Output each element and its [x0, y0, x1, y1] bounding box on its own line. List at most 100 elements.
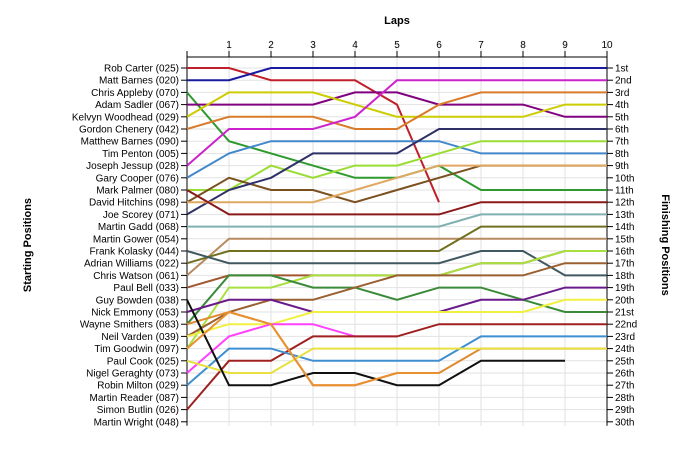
- starting-driver-label: Joe Scorey (071): [103, 210, 179, 221]
- lap-tick-label: 4: [352, 40, 358, 51]
- starting-driver-label: Chris Watson (061): [93, 271, 179, 282]
- driver-series-line: [186, 274, 607, 325]
- finishing-position-label: 17th: [615, 259, 634, 270]
- starting-driver-label: Martin Wright (048): [94, 417, 179, 428]
- x-axis-title: Laps: [384, 15, 410, 27]
- driver-series-line: [187, 91, 607, 118]
- finishing-position-label: 10th: [615, 173, 634, 184]
- label-layer: 1 2 3 4 5 6 7 8 9 10 Rob Carter (025)Matt Barnes (…: [72, 40, 637, 428]
- finishing-position-label: 16th: [615, 247, 634, 258]
- finishing-position-label: 24th: [615, 344, 634, 355]
- finishing-position-label: 28th: [615, 393, 634, 404]
- finishing-position-label: 14th: [615, 222, 634, 233]
- driver-series-line: [187, 140, 607, 191]
- axis-layer: [181, 51, 613, 426]
- driver-series-line: [186, 237, 607, 277]
- finishing-position-label: 3rd: [615, 88, 629, 99]
- finishing-position-label: 15th: [615, 234, 634, 245]
- starting-driver-label: Simon Butlin (026): [97, 405, 179, 416]
- driver-series-line: [186, 128, 607, 216]
- starting-driver-label: Martin Reader (087): [90, 393, 179, 404]
- driver-series-line: [186, 189, 607, 216]
- finishing-position-label: 5th: [615, 112, 629, 123]
- finishing-position-label: 18th: [615, 271, 634, 282]
- starting-driver-label: Nigel Geraghty (073): [86, 369, 179, 380]
- starting-driver-label: Gary Cooper (076): [96, 173, 179, 184]
- finishing-position-label: 19th: [615, 283, 634, 294]
- driver-series-line: [187, 67, 440, 203]
- driver-series-line: [186, 335, 607, 386]
- driver-series-line: [186, 140, 607, 179]
- driver-series-line: [186, 298, 607, 338]
- driver-series-line: [187, 164, 607, 204]
- starting-driver-label: Kelvyn Woodhead (029): [72, 112, 179, 123]
- finishing-position-label: 25th: [615, 356, 634, 367]
- starting-driver-label: Wayne Smithers (083): [80, 320, 179, 331]
- lap-tick-label: 9: [562, 40, 568, 51]
- finishing-position-label: 21st: [615, 308, 634, 319]
- finishing-position-label: 27th: [615, 381, 634, 392]
- starting-driver-label: Paul Cook (025): [107, 356, 179, 367]
- driver-series-line: [187, 213, 607, 228]
- driver-series-line: [186, 262, 607, 338]
- starting-driver-label: Martin Gadd (068): [98, 222, 179, 233]
- finishing-position-label: 30th: [615, 417, 634, 428]
- finishing-position-label: 2nd: [615, 76, 632, 87]
- starting-driver-label: Mark Palmer (080): [96, 186, 179, 197]
- starting-driver-label: Rob Carter (025): [104, 64, 179, 75]
- starting-driver-label: Gordon Chenery (042): [79, 125, 179, 136]
- finishing-position-label: 9th: [615, 161, 629, 172]
- finishing-position-label: 23rd: [615, 332, 635, 343]
- driver-series-line: [186, 347, 607, 374]
- grid-layer: [187, 40, 608, 426]
- starting-driver-label: Matthew Barnes (090): [81, 137, 179, 148]
- lap-tick-label: 7: [478, 40, 484, 51]
- finishing-position-label: 12th: [615, 198, 634, 209]
- lap-tick-label: 8: [520, 40, 526, 51]
- starting-driver-label: Chris Appleby (070): [91, 88, 179, 99]
- starting-driver-label: Martin Gower (054): [93, 234, 179, 245]
- lap-tick-label: 10: [601, 40, 613, 51]
- finishing-position-label: 29th: [615, 405, 634, 416]
- starting-driver-label: Tim Goodwin (097): [94, 344, 179, 355]
- starting-driver-label: Nick Emmony (053): [91, 308, 179, 319]
- series-layer: [186, 67, 607, 411]
- driver-series-line: [186, 225, 607, 265]
- starting-driver-label: Adam Sadler (067): [95, 100, 179, 111]
- starting-driver-label: Robin Milton (029): [97, 381, 179, 392]
- starting-driver-label: Paul Bell (033): [113, 283, 179, 294]
- starting-driver-label: David Hitchins (098): [89, 198, 179, 209]
- finishing-position-label: 26th: [615, 369, 634, 380]
- lap-tick-label: 5: [394, 40, 400, 51]
- starting-driver-label: Guy Bowden (038): [96, 295, 179, 306]
- left-axis-title: Starting Positions: [22, 198, 34, 292]
- finishing-position-label: 6th: [615, 125, 629, 136]
- lap-tick-label: 6: [436, 40, 442, 51]
- starting-driver-label: Neil Varden (039): [101, 332, 179, 343]
- lap-tick-label: 1: [226, 40, 232, 51]
- lap-tick-label: 3: [310, 40, 316, 51]
- finishing-position-label: 8th: [615, 149, 629, 160]
- finishing-position-label: 22nd: [615, 320, 637, 331]
- starting-driver-label: Adrian Williams (022): [84, 259, 179, 270]
- finishing-position-label: 13th: [615, 210, 634, 221]
- driver-series-line: [187, 67, 607, 82]
- driver-series-line: [186, 91, 607, 130]
- starting-driver-label: Matt Barnes (020): [99, 76, 179, 87]
- driver-series-line: [186, 323, 607, 411]
- driver-series-line: [186, 79, 607, 167]
- driver-series-line: [186, 310, 439, 387]
- finishing-position-label: 1st: [615, 64, 629, 75]
- driver-series-line: [186, 91, 607, 118]
- finishing-position-label: 20th: [615, 295, 634, 306]
- finishing-position-label: 7th: [615, 137, 629, 148]
- right-axis-title: Finishing Positions: [659, 194, 671, 295]
- finishing-position-label: 11th: [615, 186, 634, 197]
- starting-driver-label: Frank Kolasky (044): [90, 247, 179, 258]
- starting-driver-label: Joseph Jessup (028): [86, 161, 179, 172]
- finishing-position-label: 4th: [615, 100, 629, 111]
- lap-tick-label: 2: [268, 40, 274, 51]
- starting-driver-label: Tim Penton (005): [102, 149, 179, 160]
